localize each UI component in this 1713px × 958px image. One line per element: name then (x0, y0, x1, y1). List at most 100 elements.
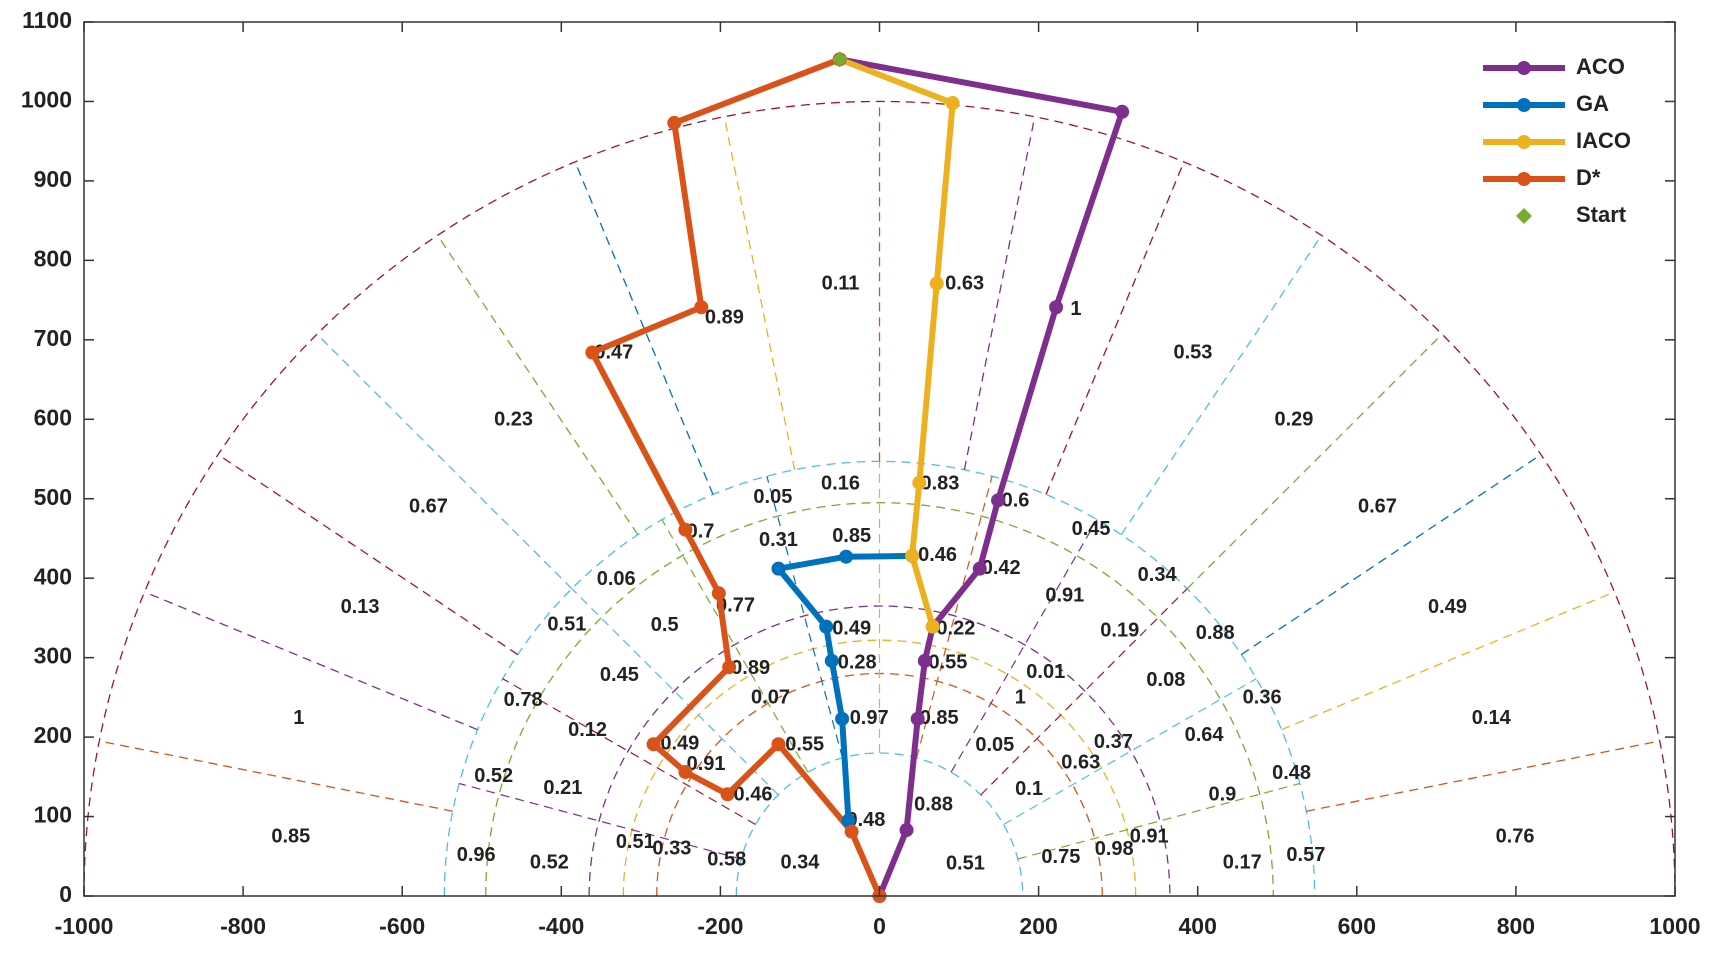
radial-line (571, 588, 779, 796)
cell-label: 0.64 (1185, 724, 1225, 746)
cell-label: 0.96 (457, 844, 496, 866)
series (585, 51, 1130, 903)
cell-label: 0.9 (1208, 783, 1236, 805)
series-line (839, 56, 1126, 898)
y-tick-label: 100 (34, 802, 72, 828)
radial-line (661, 519, 809, 773)
radial-line (316, 333, 573, 590)
marker (678, 765, 693, 780)
marker (972, 561, 987, 576)
cell-label: 0.63 (945, 272, 984, 294)
cell-label: 0.83 (920, 473, 959, 495)
radial-line (766, 476, 844, 759)
cell-label: 0.29 (1274, 408, 1313, 430)
legend-marker (1517, 61, 1531, 75)
ring (588, 605, 1171, 897)
legend-marker (1516, 208, 1532, 224)
cell-label: 0.89 (731, 657, 770, 679)
radial-line (723, 116, 796, 470)
radial-line (1003, 678, 1257, 826)
cell-label: 0.88 (1196, 622, 1235, 644)
x-tick-label: 800 (1497, 913, 1535, 939)
ring (735, 752, 1024, 897)
ring (622, 640, 1137, 897)
cell-label: 0.49 (1428, 596, 1467, 618)
cell-label: 0.05 (753, 486, 792, 508)
cell-label: 0.45 (1072, 518, 1111, 540)
radial-line (502, 678, 756, 826)
radial-line (99, 740, 453, 812)
x-tick-label: -200 (697, 913, 743, 939)
x-tick-label: -800 (220, 913, 266, 939)
cell-label: 0.07 (751, 686, 790, 708)
y-tick-label: 700 (34, 325, 72, 351)
marker (844, 824, 859, 839)
cell-label: 0.51 (547, 613, 586, 635)
marker (824, 653, 839, 668)
cell-label: 1 (293, 707, 304, 729)
cell-label: 0.37 (1094, 731, 1133, 753)
cell-label: 0.85 (271, 825, 310, 847)
marker (771, 737, 786, 752)
marker (991, 493, 1006, 508)
legend-label: Start (1576, 202, 1627, 227)
marker (945, 96, 960, 111)
cell-label: 0.31 (759, 529, 798, 551)
y-tick-label: 1100 (22, 7, 72, 33)
cell-label: 0.17 (1223, 852, 1262, 874)
radial-line (980, 588, 1188, 796)
marker (722, 660, 737, 675)
x-tick-label: -400 (538, 913, 584, 939)
marker (819, 619, 834, 634)
cell-label: 0.67 (1358, 496, 1397, 518)
radial-line (950, 519, 1098, 773)
cell-label: 0.97 (850, 707, 889, 729)
cell-label: 0.48 (1272, 762, 1311, 784)
radial-line (437, 234, 639, 535)
legend-label: D* (1576, 165, 1601, 190)
y-tick-label: 200 (34, 722, 72, 748)
cell-label: 0.88 (914, 794, 953, 816)
marker (912, 475, 927, 490)
cell-label: 0.6 (1002, 489, 1030, 511)
marker (646, 737, 661, 752)
y-tick-label: 400 (34, 563, 72, 589)
y-tick-label: 0 (59, 881, 72, 907)
radial-line (1240, 454, 1542, 656)
axes: -1000 -800 -600 -400 -200 0 200 400 600 800 1000 0 1… (21, 7, 1701, 939)
cell-label: 0.28 (838, 651, 877, 673)
marker (839, 549, 854, 564)
ring (83, 100, 1676, 897)
cell-label: 0.91 (687, 753, 726, 775)
cell-label: 0.1 (1015, 778, 1043, 800)
marker (585, 345, 600, 360)
y-tick-label: 600 (34, 404, 72, 430)
ring (485, 503, 1274, 897)
legend-marker (1517, 98, 1531, 112)
cell-label: 0.21 (543, 777, 582, 799)
cell-label: 0.85 (832, 525, 871, 547)
legend-label: IACO (1576, 128, 1631, 153)
radial-line (1017, 782, 1300, 860)
cell-label: 0.45 (600, 664, 639, 686)
y-tick-label: 500 (34, 484, 72, 510)
cell-label: 0.22 (936, 617, 975, 639)
marker (1115, 104, 1130, 119)
y-tick-label: 900 (34, 166, 72, 192)
cell-label: 0.23 (494, 408, 533, 430)
cell-label: 0.16 (821, 473, 860, 495)
x-tick-label: 600 (1338, 913, 1376, 939)
legend: ACO GA IACO D* Start (1483, 54, 1631, 227)
cell-label: 0.55 (928, 651, 967, 673)
cell-label: 1 (1070, 298, 1081, 320)
cell-label: 0.57 (1286, 844, 1325, 866)
x-tick-label: 0 (873, 913, 886, 939)
cell-label: 0.89 (705, 307, 744, 329)
cell-label: 0.51 (616, 831, 655, 853)
marker (667, 115, 682, 130)
y-tick-label: 300 (34, 643, 72, 669)
radial-line (144, 591, 478, 731)
marker (917, 653, 932, 668)
marker (899, 823, 914, 838)
